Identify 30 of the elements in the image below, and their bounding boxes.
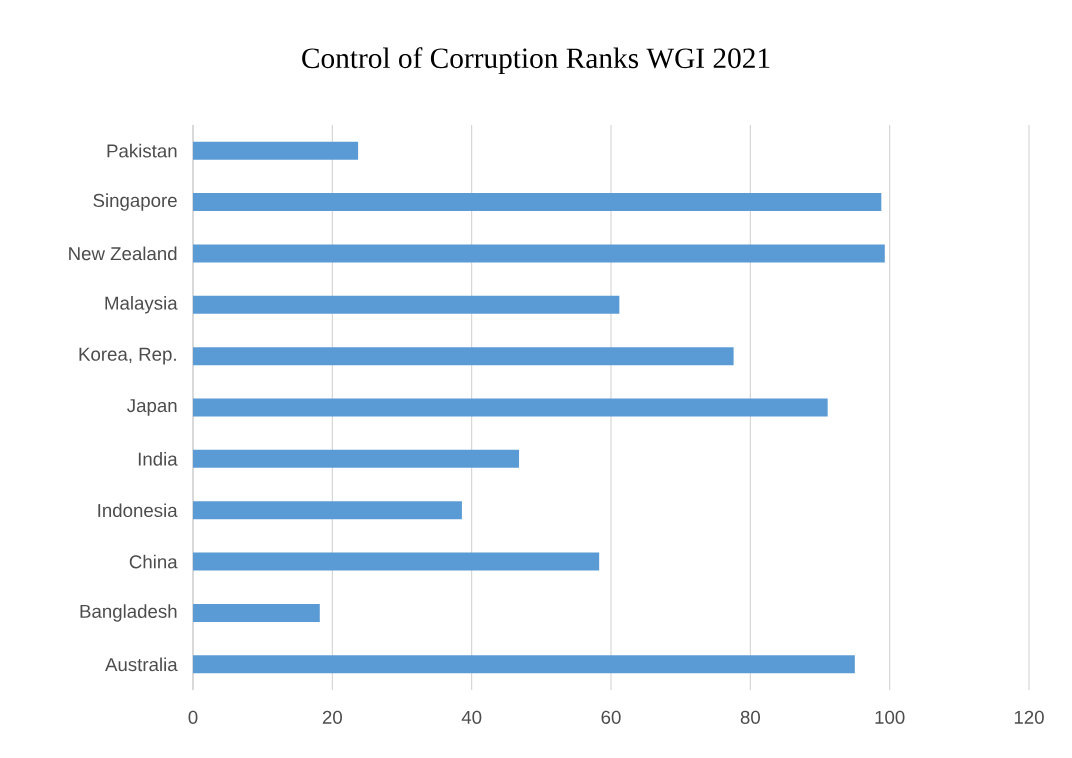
y-tick-label: China [129,554,178,569]
bar [193,449,520,468]
x-tick-label: 100 [875,710,905,724]
x-tick-label: 80 [740,710,760,724]
y-tick-label: Pakistan [107,143,177,158]
bar [193,655,855,674]
y-tick-label: Singapore [93,193,177,211]
x-tick-label: 0 [188,710,198,724]
y-tick-label: Japan [127,399,177,416]
bar [193,347,734,366]
y-tick-label: Australia [105,657,178,672]
y-tick-label: Indonesia [98,503,178,518]
y-tick-label: New Zealand [69,246,177,261]
bar [193,193,882,212]
x-tick-label: 20 [322,710,342,724]
x-tick-label: 120 [1014,710,1044,724]
bar [193,244,885,263]
bar [193,603,320,622]
bar [193,295,620,314]
bar [193,552,600,571]
bar [193,501,462,520]
chart-title: Control of Corruption Ranks WGI 2021 [302,47,770,75]
y-tick-label: Bangladesh [80,604,177,622]
x-tick-label: 60 [601,710,621,724]
y-tick-label: India [138,452,178,466]
y-tick-label: Korea, Rep. [79,347,176,365]
bar [193,141,359,160]
x-tick-label: 40 [461,710,482,724]
y-tick-label: Malaysia [105,296,178,314]
bar [193,398,828,417]
